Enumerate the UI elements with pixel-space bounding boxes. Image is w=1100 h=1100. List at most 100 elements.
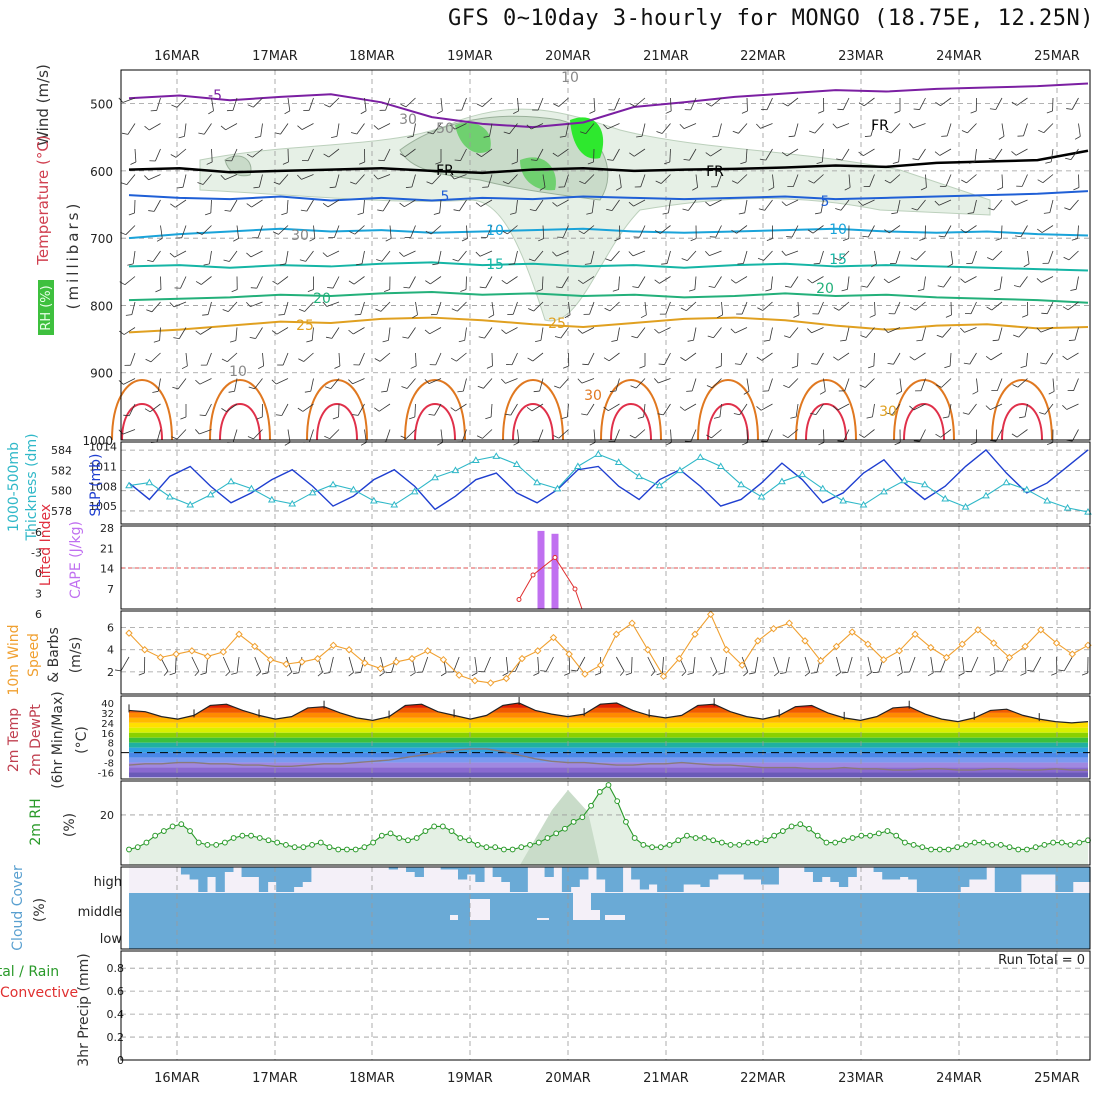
wind-barb: [616, 327, 620, 341]
data-point: [308, 488, 317, 496]
high-cloud-bar: [691, 867, 702, 885]
wind-barb-flag: [359, 161, 365, 165]
wind-barb-flag: [1048, 391, 1055, 395]
rh2m-frame: [120, 780, 1091, 866]
wind-barb-flag: [173, 337, 180, 340]
wind-barb: [327, 250, 340, 258]
wind-barb-flag: [804, 671, 810, 677]
low-cloud-fill: [129, 893, 1090, 949]
day-gridlines: [176, 526, 1058, 609]
wind-barb: [415, 301, 418, 315]
wind-barb-flag: [819, 391, 826, 395]
wind-barb: [177, 378, 187, 390]
wind-barb: [382, 199, 391, 212]
data-point: [235, 630, 243, 638]
wind-barb-flag: [231, 289, 238, 293]
wind-barb-flag: [170, 154, 177, 158]
wind-barb: [611, 199, 620, 211]
wind-barb: [174, 250, 187, 258]
high-cloud-bar: [267, 867, 277, 882]
temp-tick: 0: [108, 749, 114, 760]
wind-barb-flag: [632, 286, 639, 289]
wind-barb: [536, 148, 544, 161]
high-cloud-bar: [561, 867, 572, 892]
middle-cloud-gap: [590, 910, 600, 920]
wind-barb: [994, 148, 1003, 161]
wind-barb: [1067, 301, 1079, 311]
wind-barb: [257, 225, 263, 238]
wind-barb: [545, 656, 554, 672]
li-tick: 6: [35, 608, 42, 621]
high-cloud-bar: [908, 867, 918, 880]
wind-barb-flag: [153, 340, 160, 343]
data-point: [187, 828, 193, 834]
wind-barb-flag: [538, 238, 544, 242]
wind-barb-flag: [706, 434, 712, 439]
wind-barb-flag: [115, 669, 122, 672]
wind-barb: [773, 656, 780, 673]
wind-barb: [430, 276, 442, 285]
wind-barb: [1078, 123, 1081, 137]
wind-barb: [389, 225, 392, 239]
rh-tick: 20: [100, 809, 114, 822]
data-point: [126, 846, 132, 853]
minmax-markers: [128, 696, 1040, 722]
data-point: [928, 846, 934, 853]
wind-barb-flag: [354, 672, 361, 674]
data-point: [474, 841, 481, 848]
wind-barb: [659, 276, 671, 284]
wind-barb-flag: [934, 151, 940, 156]
wind-barb-flag: [501, 329, 507, 334]
precip-tick: 0.2: [107, 1031, 125, 1044]
temp-tick: -8: [104, 759, 114, 770]
wind-barb: [976, 378, 979, 392]
wind-barb: [407, 327, 416, 339]
data-point: [329, 480, 337, 488]
wind-barb-flag: [628, 201, 634, 207]
wind-barb-flag: [629, 103, 636, 107]
data-point: [692, 835, 699, 841]
data-point: [369, 496, 378, 504]
wind-barb: [287, 97, 291, 111]
wind-barb-flag: [451, 308, 458, 312]
wind-barb: [512, 301, 518, 315]
wind-barb-flag: [502, 230, 508, 235]
wind-barb-flag: [204, 212, 211, 216]
wind-barb-flag: [807, 229, 814, 234]
wind-barb: [1015, 148, 1028, 156]
data-point: [145, 478, 154, 486]
wind-barb: [304, 301, 314, 312]
wind-barb: [404, 148, 416, 158]
wind-barb-flag: [200, 672, 207, 676]
date-label: 23MAR: [838, 1071, 884, 1086]
date-label: 17MAR: [252, 49, 298, 64]
data-point: [797, 821, 804, 828]
wind-barb: [582, 327, 595, 334]
wind-barb-flag: [967, 212, 974, 214]
wind-barb: [898, 656, 903, 673]
wind-barb-flag: [896, 391, 902, 395]
wind-barb: [608, 403, 620, 412]
li-tick: -6: [31, 526, 42, 539]
wind-barb: [335, 174, 340, 188]
wind-barb-flag: [1063, 256, 1070, 261]
data-point: [675, 837, 682, 844]
wind-barb: [534, 250, 544, 262]
wind-barb-flag: [836, 158, 843, 161]
wind-barb-flag: [360, 442, 367, 446]
ylabel-cloud-units: (%): [32, 898, 48, 922]
data-point: [902, 839, 908, 846]
wind-barb: [254, 656, 262, 672]
wind-barb: [228, 301, 238, 312]
wind-barb-flag: [229, 340, 236, 343]
wind-barb-flag: [910, 257, 917, 261]
wind-barb: [308, 97, 314, 111]
data-point: [172, 650, 180, 658]
wind-barb-flag: [579, 131, 586, 134]
data-point: [518, 654, 526, 663]
wind-barb-flag: [681, 258, 688, 262]
wind-barb-flag: [453, 209, 460, 212]
wind-barb: [1019, 276, 1028, 288]
